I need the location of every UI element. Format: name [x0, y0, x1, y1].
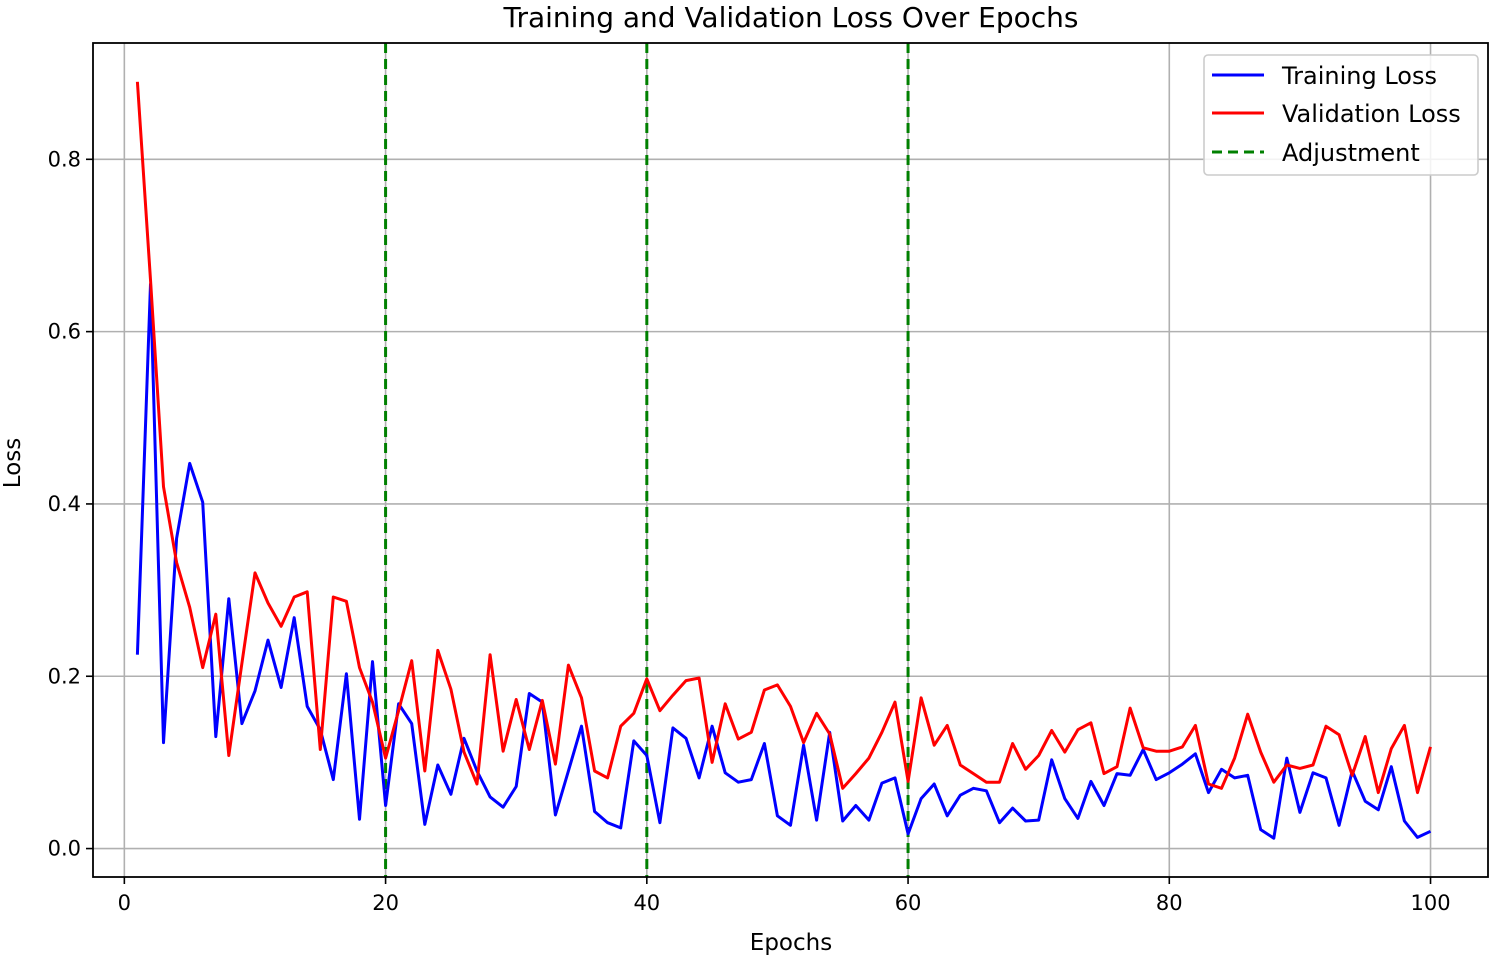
legend-box — [1203, 54, 1479, 176]
y-axis-ticks: 0.0 0.2 0.4 0.6 0.8 — [48, 147, 93, 861]
x-axis-ticks: 0 20 40 60 80 100 — [118, 877, 1451, 915]
series-layer — [135, 81, 1432, 840]
grid-layer — [93, 43, 1488, 877]
validation-loss-line — [135, 81, 1432, 795]
y-tick-label: 0.2 — [48, 664, 81, 688]
chart-title: Training and Validation Loss Over Epochs — [502, 1, 1078, 34]
y-tick-label: 0.4 — [48, 492, 81, 516]
y-tick-label: 0.8 — [48, 147, 81, 171]
x-tick-label: 40 — [633, 891, 660, 915]
legend-label-adjustment: Adjustment — [1282, 139, 1420, 167]
x-tick-label: 60 — [895, 891, 922, 915]
x-tick-label: 100 — [1410, 891, 1450, 915]
x-tick-label: 0 — [118, 891, 131, 915]
x-axis-label: Epochs — [750, 930, 832, 956]
adjustment-lines — [384, 43, 910, 877]
y-tick-label: 0.0 — [48, 837, 81, 861]
x-tick-label: 80 — [1156, 891, 1183, 915]
legend-label-training-loss: Training Loss — [1281, 62, 1437, 90]
legend: Training Loss Validation Loss Adjustment — [1203, 54, 1479, 176]
training-loss-line — [135, 282, 1432, 840]
x-tick-label: 20 — [372, 891, 399, 915]
legend-label-validation-loss: Validation Loss — [1282, 100, 1461, 128]
y-tick-label: 0.6 — [48, 320, 81, 344]
plot-frame — [92, 42, 1489, 878]
y-axis-label: Loss — [0, 438, 26, 488]
